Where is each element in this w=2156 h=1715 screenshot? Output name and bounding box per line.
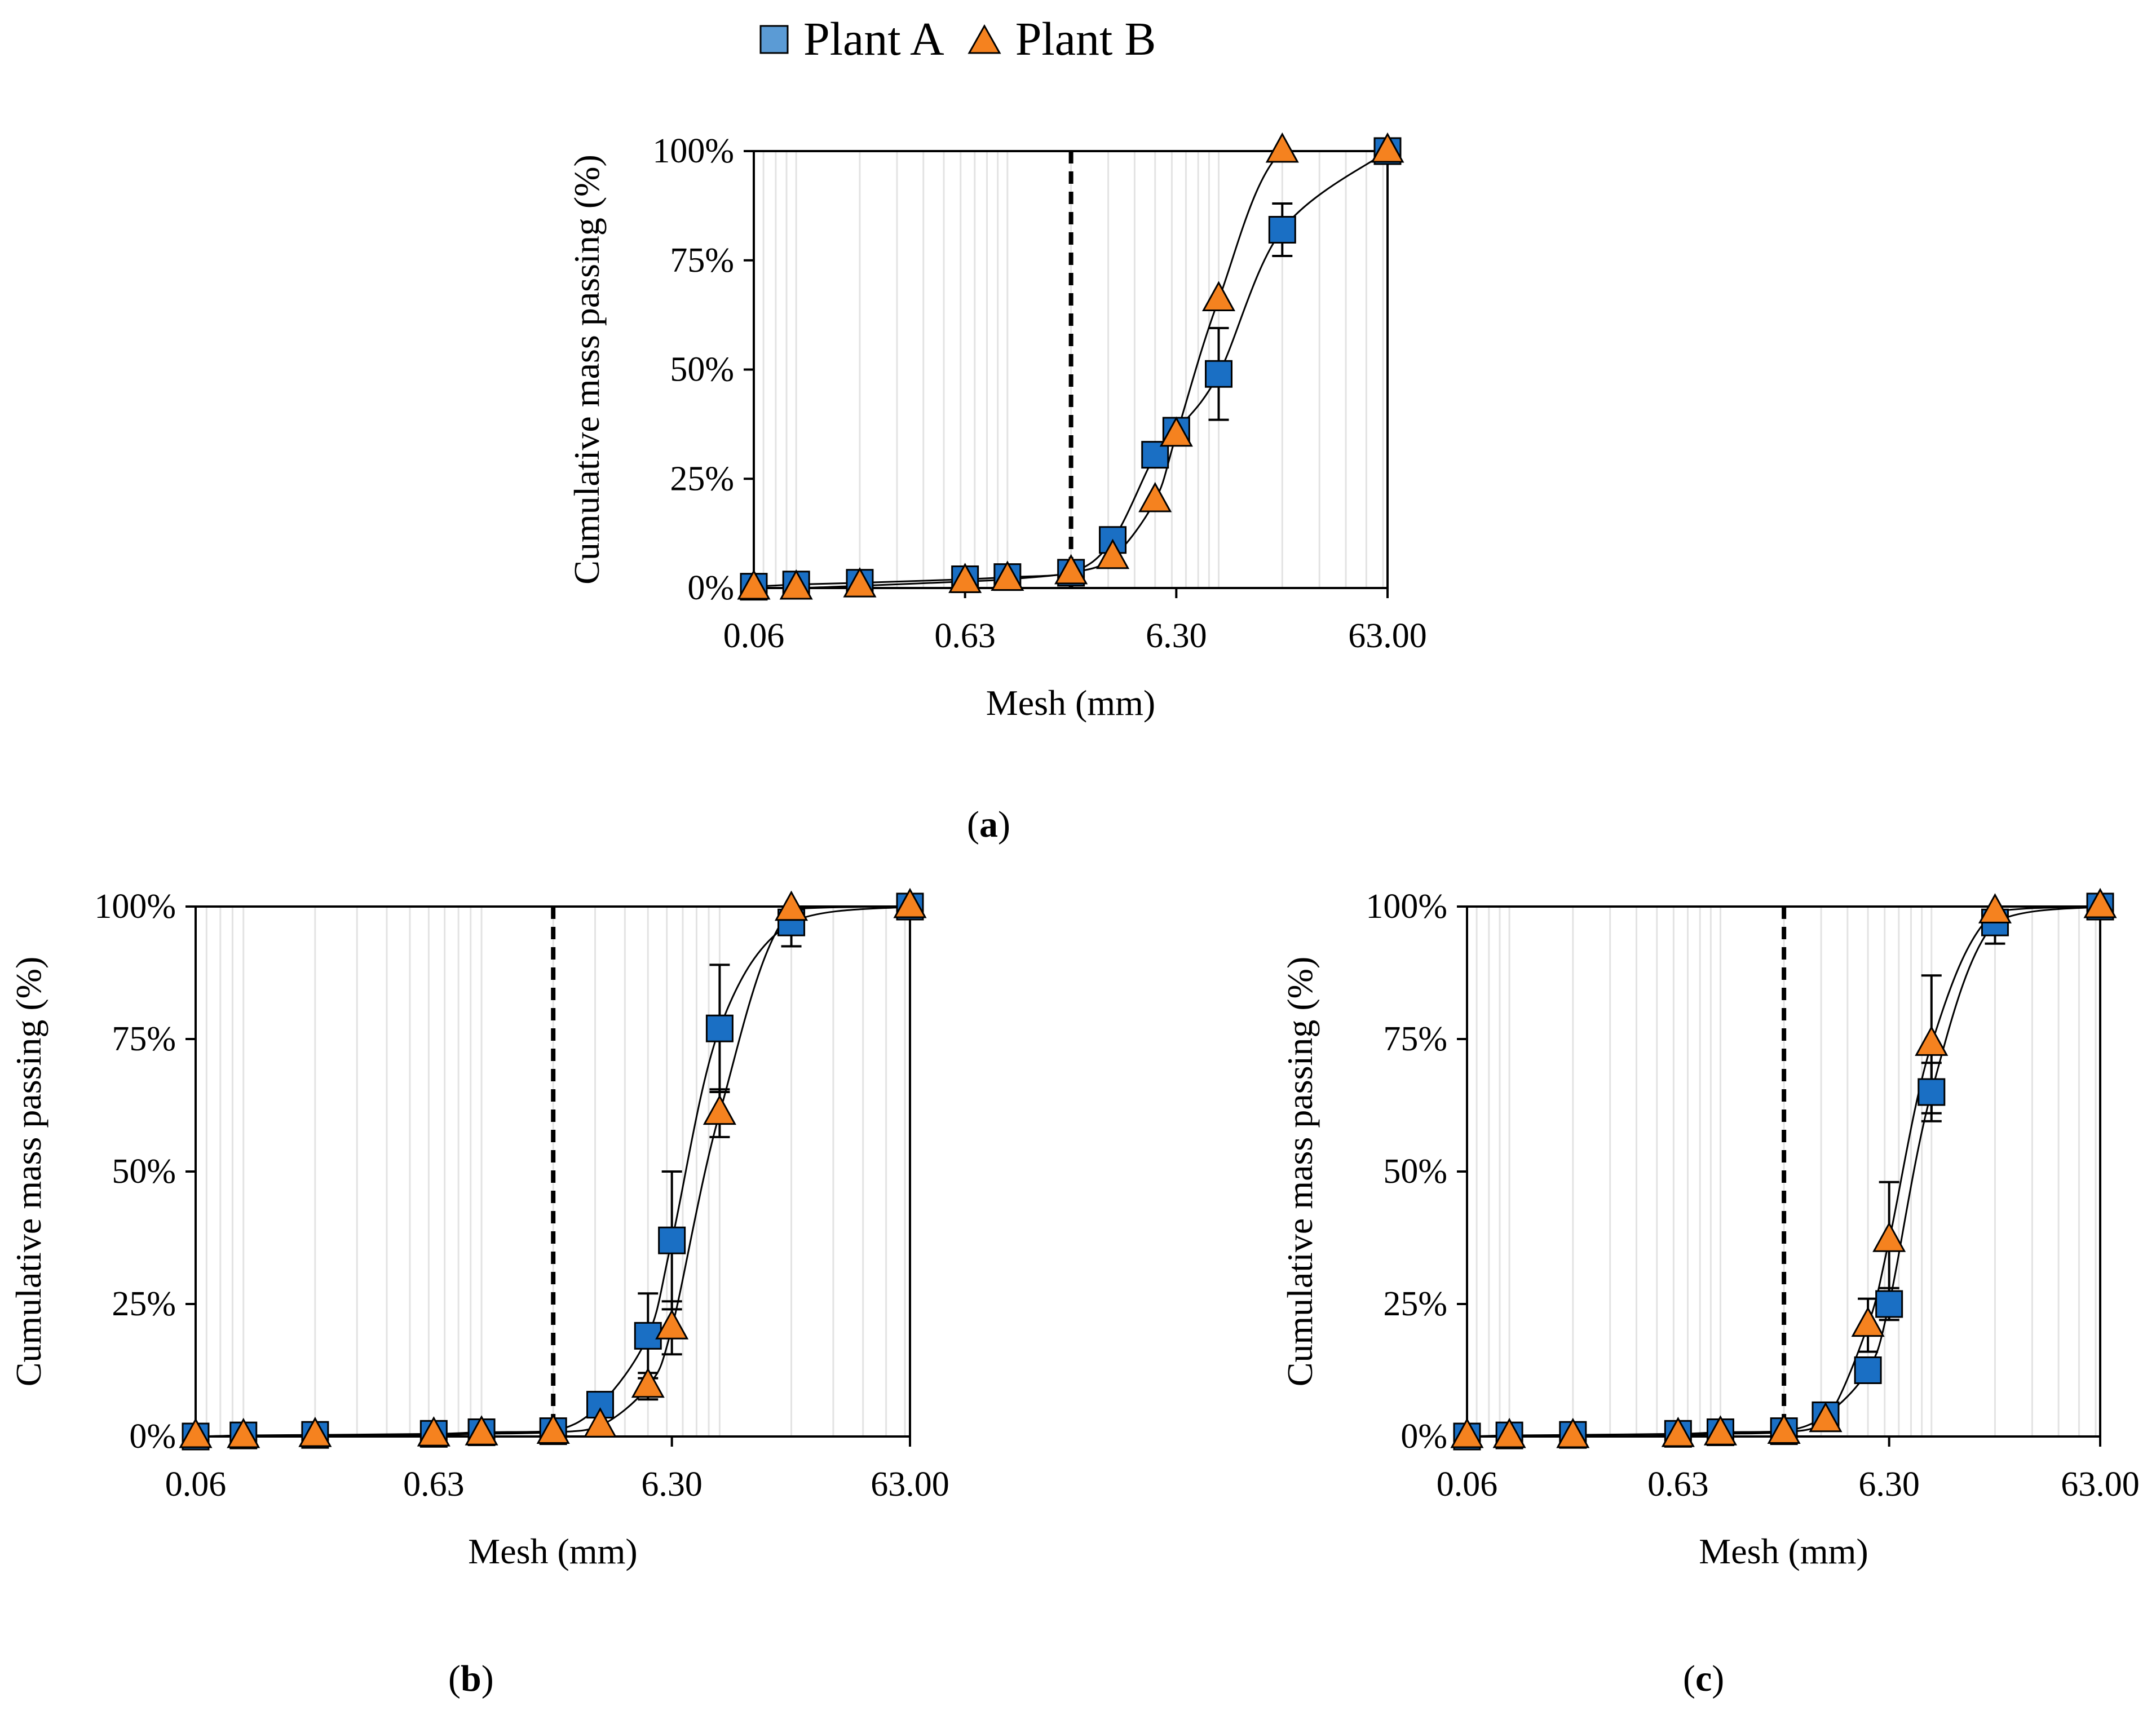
x-tick-label: 0.63 <box>934 617 996 655</box>
y-tick-label: 100% <box>1366 887 1447 926</box>
data-point-plant-b <box>1872 1222 1906 1252</box>
x-tick-label: 63.00 <box>1348 617 1427 655</box>
panel-caption-a: (a) <box>967 804 1010 845</box>
panel-letter-a: a <box>979 804 998 845</box>
data-point-plant-a <box>1875 1290 1903 1318</box>
data-point-plant-b <box>991 560 1024 591</box>
data-point-plant-b <box>737 569 771 600</box>
data-point-plant-b <box>1767 1413 1801 1444</box>
y-tick-label: 25% <box>112 1285 176 1323</box>
data-point-plant-b <box>1703 1415 1737 1446</box>
data-point-plant-b <box>775 890 808 921</box>
data-point-plant-b <box>843 567 877 598</box>
data-point-plant-b <box>1201 281 1236 311</box>
data-point-plant-b <box>1492 1417 1526 1448</box>
data-point-plant-a <box>705 1014 734 1042</box>
data-point-plant-b <box>779 569 813 600</box>
chart-panel-b: 0% 25% 50% 75% 100% 0.06 0.63 6.30 63.00 Mesh (mm… <box>8 887 949 1571</box>
x-tick-label: 6.30 <box>641 1465 703 1504</box>
data-point-plant-b <box>536 1413 570 1444</box>
data-point-plant-b <box>1371 132 1404 163</box>
data-point-plant-a <box>658 1226 686 1254</box>
data-point-plant-a <box>634 1321 662 1350</box>
data-point-plant-b <box>179 1417 213 1448</box>
y-tick-label: 50% <box>670 351 734 389</box>
panel-caption-c: (c) <box>1683 1658 1725 1699</box>
data-point-plant-b <box>1556 1417 1590 1448</box>
legend: Plant A Plant B <box>758 6 1156 73</box>
square-marker-icon <box>759 25 789 54</box>
data-point-plant-b <box>417 1416 450 1447</box>
data-point-plant-b <box>1054 554 1088 585</box>
data-point-plant-b <box>893 887 927 918</box>
y-tick-label: 0% <box>129 1417 176 1456</box>
gridlines <box>762 151 1384 588</box>
y-tick-label: 25% <box>670 459 734 498</box>
data-point-plant-b <box>1809 1402 1843 1433</box>
data-point-plant-b <box>703 1094 736 1125</box>
data-point-plant-b <box>1661 1417 1695 1447</box>
legend-item-plant-a: Plant A <box>758 16 944 63</box>
legend-label-plant-b: Plant B <box>1015 13 1156 65</box>
y-tick-label: 25% <box>1383 1285 1447 1323</box>
data-point-plant-b <box>1159 416 1193 447</box>
y-tick-label: 75% <box>112 1020 176 1058</box>
x-tick-label: 0.06 <box>165 1465 227 1504</box>
data-point-plant-b <box>1978 893 2012 923</box>
x-tick-label: 0.63 <box>1647 1465 1709 1504</box>
legend-item-plant-b: Plant B <box>967 16 1156 63</box>
panel-letter-c: c <box>1695 1658 1712 1699</box>
data-point-plant-b <box>631 1367 665 1398</box>
x-tick-label: 0.63 <box>403 1465 465 1504</box>
x-tick-label: 63.00 <box>871 1465 949 1504</box>
x-tick-label: 63.00 <box>2061 1465 2140 1504</box>
data-point-plant-b <box>1265 132 1299 163</box>
data-point-plant-b <box>583 1407 617 1438</box>
gridlines <box>1475 907 2097 1436</box>
panel-caption-b: (b) <box>448 1658 494 1699</box>
data-point-plant-a <box>1854 1356 1882 1384</box>
x-tick-label: 0.06 <box>723 617 785 655</box>
data-point-plant-b <box>465 1415 498 1446</box>
y-axis-title: Cumulative mass passing (%) <box>8 957 48 1387</box>
data-point-plant-b <box>298 1417 332 1447</box>
data-point-plant-b <box>655 1309 689 1340</box>
y-tick-label: 100% <box>652 132 734 170</box>
data-point-plant-b <box>1138 481 1172 512</box>
x-tick-label: 6.30 <box>1146 617 1207 655</box>
y-tick-label: 0% <box>687 569 734 607</box>
data-point-plant-a <box>1268 216 1296 244</box>
y-tick-label: 75% <box>670 241 734 280</box>
gridlines <box>205 907 906 1436</box>
chart-panel-c: 0% 25% 50% 75% 100% 0.06 0.63 6.30 63.00 Mesh (mm… <box>1280 887 2140 1571</box>
data-point-plant-b <box>1096 538 1130 569</box>
y-tick-label: 0% <box>1400 1417 1447 1456</box>
triangle-marker-icon <box>967 24 1001 54</box>
data-point-plant-a <box>1205 360 1233 388</box>
data-point-plant-b <box>227 1417 260 1448</box>
y-tick-label: 50% <box>1383 1152 1447 1191</box>
data-point-plant-b <box>1915 1026 1949 1056</box>
series-curve-plant-b <box>1467 905 2101 1438</box>
data-point-plant-a <box>1918 1078 1946 1106</box>
y-tick-label: 50% <box>112 1152 176 1191</box>
data-point-plant-b <box>1851 1306 1885 1337</box>
data-point-plant-b <box>948 563 982 593</box>
x-axis-title: Mesh (mm) <box>986 683 1155 723</box>
x-axis-title: Mesh (mm) <box>1699 1531 1868 1571</box>
legend-label-plant-a: Plant A <box>803 13 944 65</box>
y-axis-title: Cumulative mass passing (%) <box>1280 957 1320 1387</box>
y-tick-label: 75% <box>1383 1020 1447 1058</box>
chart-panel-a: 0% 25% 50% 75% 100% 0.06 0.63 6.30 63.00 Mesh (mm… <box>567 132 1427 723</box>
x-tick-label: 6.30 <box>1858 1465 1920 1504</box>
data-point-plant-b <box>1450 1417 1484 1448</box>
y-axis-title: Cumulative mass passing (%) <box>567 154 607 585</box>
panel-letter-b: b <box>460 1658 481 1699</box>
x-tick-label: 0.06 <box>1437 1465 1498 1504</box>
data-point-plant-b <box>2083 887 2117 918</box>
x-axis-title: Mesh (mm) <box>468 1531 637 1571</box>
y-tick-label: 100% <box>94 887 176 926</box>
